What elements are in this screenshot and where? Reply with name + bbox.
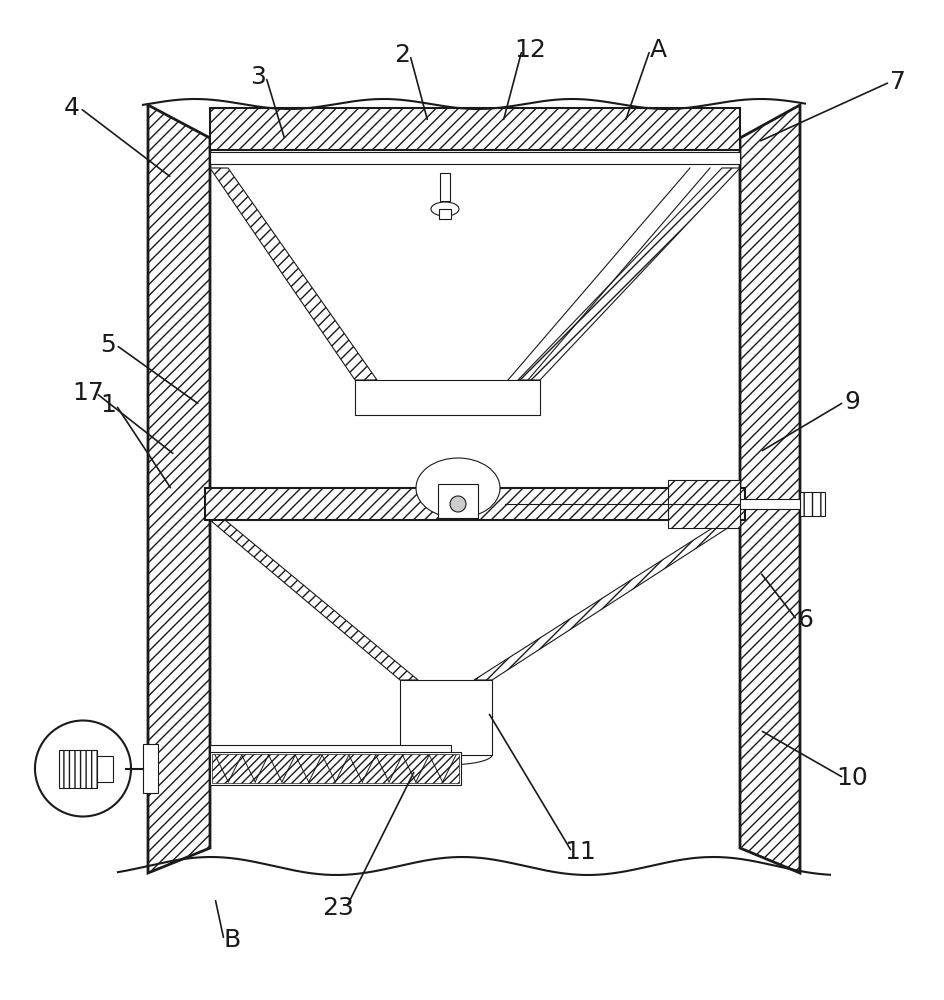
- Polygon shape: [474, 520, 739, 680]
- Text: 5: 5: [100, 333, 116, 357]
- Text: 1: 1: [100, 393, 116, 417]
- Bar: [210, 752, 461, 785]
- Polygon shape: [148, 105, 210, 873]
- Text: 10: 10: [835, 766, 867, 790]
- Text: 3: 3: [250, 65, 265, 89]
- Bar: [355, 380, 539, 415]
- Text: 2: 2: [394, 43, 410, 67]
- Bar: [739, 499, 800, 509]
- Polygon shape: [517, 168, 739, 380]
- Bar: [667, 480, 739, 528]
- Bar: [800, 492, 824, 516]
- Text: 17: 17: [72, 381, 104, 405]
- Bar: [440, 173, 449, 201]
- Bar: [437, 484, 478, 518]
- Bar: [439, 209, 450, 219]
- Text: 4: 4: [64, 96, 80, 120]
- Text: 7: 7: [889, 70, 905, 94]
- Bar: [399, 680, 492, 755]
- Polygon shape: [210, 520, 417, 680]
- Text: 12: 12: [514, 38, 546, 62]
- Ellipse shape: [430, 202, 459, 216]
- Bar: [143, 744, 158, 793]
- Bar: [210, 152, 739, 164]
- Circle shape: [449, 496, 465, 512]
- Bar: [59, 750, 97, 788]
- Bar: [205, 488, 744, 520]
- Bar: [211, 754, 459, 783]
- Text: 11: 11: [564, 840, 596, 864]
- Text: 6: 6: [796, 608, 812, 632]
- Ellipse shape: [415, 458, 499, 518]
- Text: A: A: [649, 38, 666, 62]
- Circle shape: [35, 720, 131, 816]
- Polygon shape: [739, 105, 800, 873]
- Text: 23: 23: [322, 896, 354, 920]
- Text: 9: 9: [843, 390, 859, 414]
- Bar: [97, 756, 113, 782]
- Bar: [210, 745, 450, 783]
- Text: B: B: [223, 928, 241, 952]
- Bar: [210, 108, 739, 150]
- Polygon shape: [210, 168, 377, 380]
